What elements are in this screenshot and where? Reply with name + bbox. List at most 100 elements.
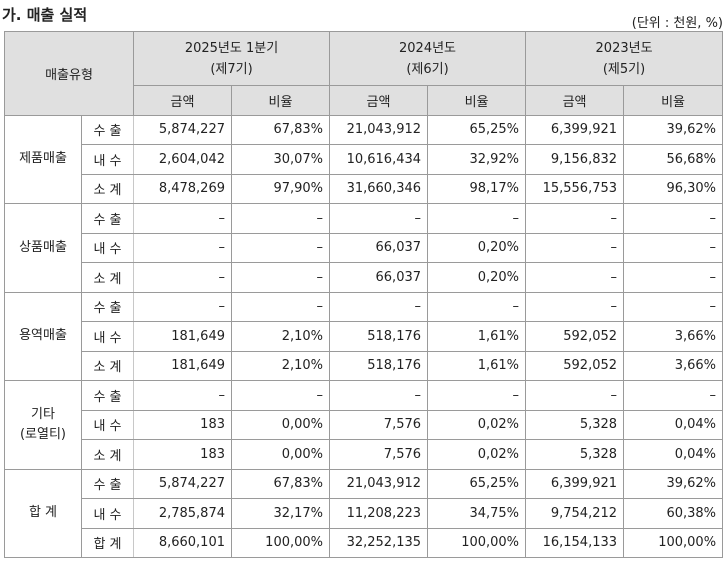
ratio-cell: 67,83% <box>230 468 331 499</box>
ratio-cell: – <box>623 380 724 411</box>
ratio-cell: 2,10% <box>230 350 331 381</box>
ratio-cell: 2,10% <box>230 321 331 352</box>
amount-cell: 6,399,921 <box>525 468 625 499</box>
table-row: 합 계 수 출 5,874,227 67,83% 21,043,912 65,25% 6,3… <box>4 468 724 558</box>
subtype-cell: 내 수 <box>81 321 134 352</box>
subtype-cell: 수 출 <box>81 291 134 322</box>
ratio-cell: – <box>230 380 331 411</box>
subtype-cell: 합 계 <box>81 527 134 558</box>
period-year: 2025년도 1분기 <box>184 40 279 56</box>
amount-cell: 183 <box>133 439 232 470</box>
subtype-cell: 소 계 <box>81 439 134 470</box>
amount-cell: 31,660,346 <box>329 173 429 204</box>
ratio-cell: 1,61% <box>427 350 527 381</box>
subtype-cell: 수 출 <box>81 468 134 499</box>
amount-cell: – <box>133 203 232 234</box>
ratio-cell: 100,00% <box>623 527 724 558</box>
subtype-cell: 내 수 <box>81 144 134 175</box>
ratio-cell: – <box>623 203 724 234</box>
ratio-cell: – <box>230 232 331 263</box>
amount-cell: 32,252,135 <box>329 527 429 558</box>
amount-cell: 5,874,227 <box>133 114 232 145</box>
table-row: 소 계 – –66,037 0,20% – – <box>5 262 724 293</box>
ratio-cell: 39,62% <box>623 114 724 145</box>
ratio-cell: 0,00% <box>230 409 331 440</box>
amount-cell: – <box>525 291 625 322</box>
subtype-cell: 수 출 <box>81 203 134 234</box>
ratio-cell: – <box>623 232 724 263</box>
ratio-cell: 3,66% <box>623 350 724 381</box>
ratio-cell: 65,25% <box>427 114 527 145</box>
amount-cell: – <box>525 380 625 411</box>
table-row: 내 수 2,604,042 30,07% 10,616,434 32,92% 9,156,… <box>5 144 724 175</box>
period-header-2025q1: 2025년도 1분기 (제7기) <box>132 31 331 86</box>
amount-cell: 10,616,434 <box>329 144 429 175</box>
table-row: 내 수 2,785,874 32,17% 11,208,223 34,75% 9,754,… <box>5 498 724 529</box>
table-row: 소 계 183 0,00% 7,576 0,02% 5,328 0,04% <box>5 439 724 470</box>
table-row: 내 수 183 0,00% 7,576 0,02% 5,328 0,04% <box>5 409 724 440</box>
ratio-cell: 0,20% <box>427 262 527 293</box>
category-cell: 기타 (로열티) <box>4 380 82 470</box>
amount-cell: 9,754,212 <box>525 498 625 529</box>
amount-cell: 2,785,874 <box>133 498 232 529</box>
amount-cell: 66,037 <box>329 232 429 263</box>
table-row: 소 계 8,478,269 97,90% 31,660,346 98,17% 15,556… <box>5 173 724 204</box>
category-cell: 용역매출 <box>4 291 82 381</box>
ratio-cell: 100,00% <box>427 527 527 558</box>
amount-cell: 592,052 <box>525 321 625 352</box>
unit-note: (단위 : 천원, %) <box>631 16 723 31</box>
period-term: (제7기) <box>210 61 253 77</box>
subtype-cell: 소 계 <box>81 350 134 381</box>
amount-cell: – <box>329 380 429 411</box>
category-label: 기타 <box>31 406 55 422</box>
ratio-cell: 3,66% <box>623 321 724 352</box>
amount-cell: 5,328 <box>525 409 625 440</box>
table-row: 합 계 8,660,101 100,00% 32,252,135 100,00% 16,1… <box>5 527 724 558</box>
period-header-2024: 2024년도 (제6기) <box>329 31 527 86</box>
amount-cell: – <box>525 232 625 263</box>
subtype-cell: 소 계 <box>81 173 134 204</box>
ratio-cell: 65,25% <box>427 468 527 499</box>
ratio-cell: 32,92% <box>427 144 527 175</box>
amount-cell: 5,328 <box>525 439 625 470</box>
period-year: 2023년도 <box>595 40 653 56</box>
category-label: 합 계 <box>28 505 58 521</box>
amount-header: 금액 <box>525 85 625 116</box>
table-row: 용역매출 수 출 – – – – – – <box>4 291 724 381</box>
ratio-cell: – <box>623 262 724 293</box>
amount-header: 금액 <box>133 85 232 116</box>
ratio-cell: – <box>427 203 527 234</box>
period-term: (제5기) <box>602 61 646 77</box>
amount-cell: 183 <box>133 409 232 440</box>
ratio-cell: – <box>230 203 331 234</box>
category-cell: 합 계 <box>4 468 82 558</box>
ratio-cell: – <box>230 262 331 293</box>
amount-cell: – <box>133 232 232 263</box>
period-header-2023: 2023년도 (제5기) <box>525 31 724 86</box>
ratio-cell: – <box>427 291 527 322</box>
amount-cell: 5,874,227 <box>133 468 232 499</box>
amount-cell: 8,660,101 <box>133 527 232 558</box>
table-row: 제품매출 수 출 5,874,227 67,83% 21,043,912 65,25% 6,… <box>4 114 724 204</box>
ratio-cell: 60,38% <box>623 498 724 529</box>
amount-cell: 21,043,912 <box>329 468 429 499</box>
amount-cell: 7,576 <box>329 439 429 470</box>
ratio-cell: 0,02% <box>427 439 527 470</box>
ratio-cell: 1,61% <box>427 321 527 352</box>
ratio-cell: 100,00% <box>230 527 331 558</box>
amount-cell: 181,649 <box>133 350 232 381</box>
category-cell: 제품매출 <box>4 114 82 204</box>
amount-cell: 8,478,269 <box>133 173 232 204</box>
amount-header: 금액 <box>329 85 429 116</box>
subtype-cell: 수 출 <box>81 114 134 145</box>
amount-cell: – <box>525 203 625 234</box>
table-row: 소 계 181,649 2,10% 518,176 1,61% 592,052 3,66% <box>5 350 724 381</box>
ratio-cell: 39,62% <box>623 468 724 499</box>
ratio-cell: 34,75% <box>427 498 527 529</box>
ratio-cell: – <box>427 380 527 411</box>
ratio-cell: 97,90% <box>230 173 331 204</box>
amount-cell: – <box>133 380 232 411</box>
type-header: 매출유형 <box>4 31 134 116</box>
ratio-cell: 96,30% <box>623 173 724 204</box>
ratio-cell: 0,04% <box>623 439 724 470</box>
